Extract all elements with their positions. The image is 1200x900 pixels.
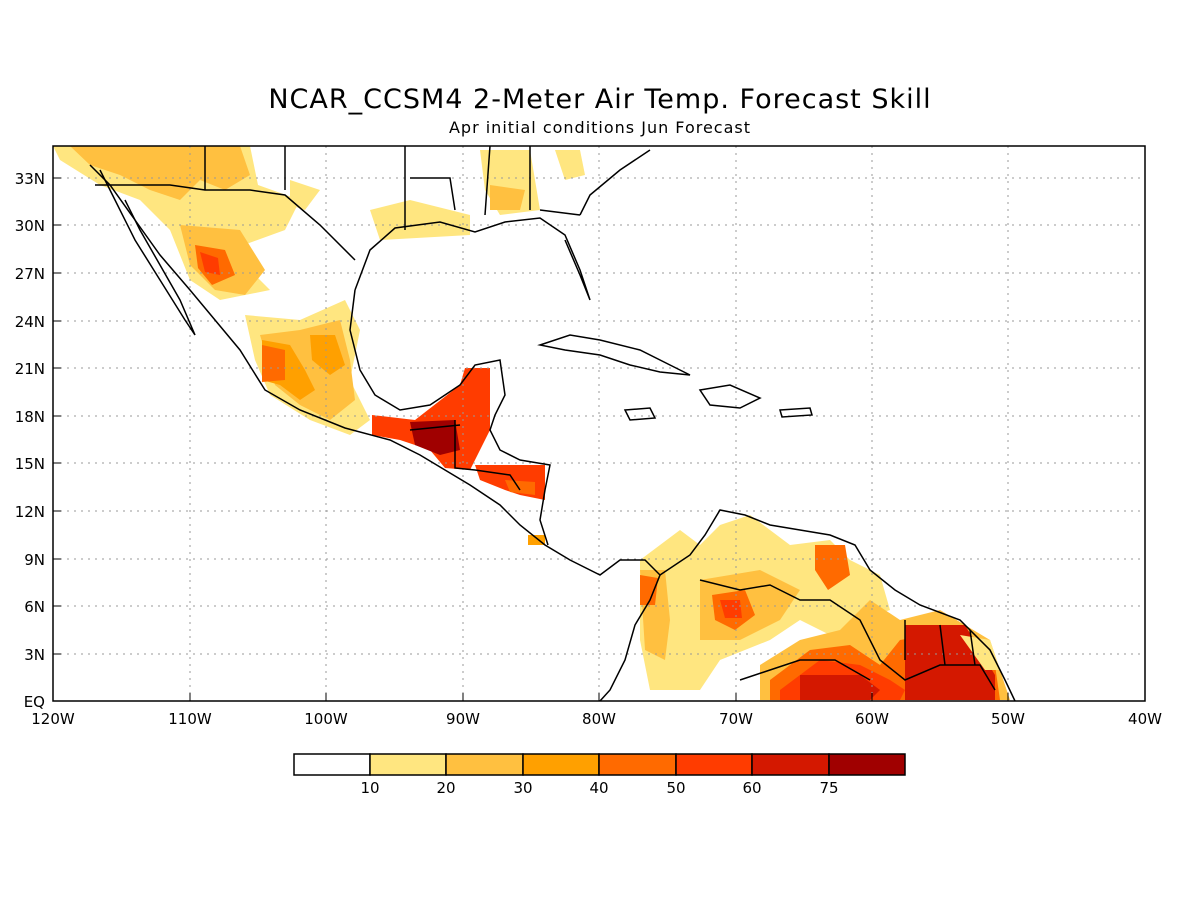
skill-region-amazon-peak: [800, 675, 880, 700]
y-tick-label: 27N: [15, 265, 45, 283]
map-title: NCAR_CCSM4 2-Meter Air Temp. Forecast Sk…: [268, 84, 932, 115]
skill-region-gulf-coast: [370, 200, 470, 240]
legend-swatch: [293, 753, 371, 776]
x-tick-label: 50W: [991, 710, 1025, 728]
y-tick-label: 9N: [24, 551, 45, 569]
coastline-puerto-rico: [779, 407, 813, 418]
coastline-mexico-gulf: [349, 289, 551, 546]
legend-label: 60: [742, 779, 761, 797]
legend-swatch: [828, 753, 906, 776]
y-tick-label: 3N: [24, 646, 45, 664]
legend-label: 40: [589, 779, 608, 797]
legend-swatch: [445, 753, 524, 776]
y-axis-labels: EQ 3N 6N 9N 12N 15N 18N 21N 24N 27N 30N …: [15, 170, 45, 711]
y-tick-label: 15N: [15, 455, 45, 473]
coastline-cuba: [537, 334, 691, 376]
y-tick-label: EQ: [24, 693, 45, 711]
coastline-hispaniola: [698, 384, 762, 409]
skill-region-southeast-us-inner: [490, 185, 525, 210]
y-tick-label: 33N: [15, 170, 45, 188]
coastlines: [89, 146, 1016, 701]
skill-region-guiana-yellow: [960, 635, 1000, 670]
x-tick-label: 40W: [1128, 710, 1162, 728]
skill-region-yucatan: [372, 368, 490, 470]
border-us-mexico: [95, 184, 356, 261]
border-south-america: [699, 579, 996, 691]
skill-region-mexico-west: [262, 345, 285, 382]
x-tick-label: 90W: [446, 710, 480, 728]
border-central-america: [409, 420, 521, 491]
coastline-pacific-mexico: [89, 164, 661, 701]
x-tick-label: 110W: [168, 710, 212, 728]
x-tick-label: 80W: [582, 710, 616, 728]
legend-label: 30: [513, 779, 532, 797]
skill-region-georgia: [555, 150, 585, 180]
legend-label: 20: [436, 779, 455, 797]
x-tick-label: 120W: [31, 710, 75, 728]
skill-shading: [53, 146, 1010, 700]
legend-label: 50: [666, 779, 685, 797]
x-tick-label: 70W: [719, 710, 753, 728]
legend-swatch: [369, 753, 447, 776]
legend-label: 10: [360, 779, 379, 797]
skill-region-colombia-core: [640, 575, 658, 605]
coastline-south-america-north: [659, 509, 1016, 701]
map-subtitle: Apr initial conditions Jun Forecast: [448, 118, 752, 137]
skill-region-mexico-east: [310, 335, 345, 375]
y-tick-label: 18N: [15, 408, 45, 426]
grid-lines: [53, 146, 1145, 701]
legend-swatch: [751, 753, 830, 776]
y-tick-label: 6N: [24, 598, 45, 616]
border-us-states: [204, 146, 581, 230]
y-tick-label: 12N: [15, 503, 45, 521]
x-tick-label: 60W: [855, 710, 889, 728]
legend-swatch: [598, 753, 677, 776]
skill-region-venezuela-north: [815, 545, 850, 590]
coastline-gulf-of-mexico: [354, 217, 591, 301]
legend-swatch: [675, 753, 753, 776]
x-tick-label: 100W: [304, 710, 348, 728]
legend-swatch: [522, 753, 600, 776]
coastline-jamaica: [623, 407, 657, 421]
coastline-baja: [99, 169, 196, 336]
y-tick-label: 24N: [15, 313, 45, 331]
skill-region-venezuela-peak: [720, 600, 742, 618]
x-axis-labels: 120W 110W 100W 90W 80W 70W 60W 50W 40W: [31, 710, 1162, 728]
skill-region-honduras-edge: [505, 480, 535, 495]
axis-ticks: [52, 177, 1146, 702]
skill-region-sonora-peak: [200, 252, 220, 275]
coastline-us-east: [579, 149, 651, 216]
y-tick-label: 30N: [15, 217, 45, 235]
y-tick-label: 21N: [15, 360, 45, 378]
legend-label: 75: [819, 779, 838, 797]
skill-region-texas: [290, 180, 320, 210]
color-legend: 10 20 30 40 50 60 75: [293, 753, 906, 797]
